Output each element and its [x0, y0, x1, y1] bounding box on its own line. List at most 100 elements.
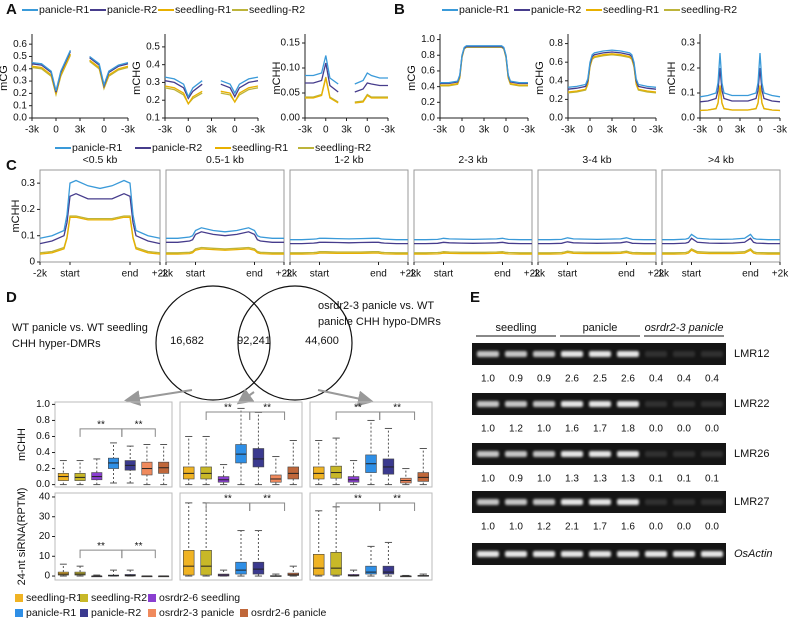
legend-label: panicle-R2: [152, 142, 202, 154]
series-line: [440, 45, 528, 85]
gel-value: 1.6: [621, 522, 635, 533]
x-tick-label: 0: [757, 125, 763, 136]
y-tick-label: 0: [29, 257, 35, 268]
x-tick-label: +2k: [276, 269, 293, 280]
series-line: [440, 46, 528, 87]
series-line: [39, 216, 161, 255]
gel-value: 0.4: [705, 374, 719, 385]
gel-row-label: LMR26: [734, 448, 769, 460]
facet-title: 1-2 kb: [334, 154, 363, 166]
y-tick-label: 1.0: [421, 34, 435, 45]
series-line: [414, 252, 532, 255]
gel-band: [673, 401, 695, 407]
x-tick-label: end: [618, 269, 635, 280]
x-tick-label: end: [742, 269, 759, 280]
panel-label: B: [394, 1, 405, 18]
plot-frame: [413, 169, 533, 263]
x-tick-label: end: [494, 269, 511, 280]
x-tick-label: -3k: [158, 125, 173, 136]
series-line: [538, 241, 656, 245]
x-tick-label: -3k: [521, 125, 536, 136]
y-tick-label: 0.8: [549, 38, 563, 49]
gel-band: [533, 551, 555, 557]
plot-frame: [54, 401, 173, 488]
x-tick-label: end: [246, 269, 263, 280]
series-line: [39, 215, 161, 254]
gel-value: 1.0: [481, 474, 495, 485]
y-tick-label: 0.6: [421, 66, 435, 77]
y-tick-label: 0.6: [36, 431, 50, 442]
gel-value: 1.0: [481, 374, 495, 385]
gel-band: [589, 401, 611, 407]
gel-band: [645, 551, 667, 557]
significance-bracket: [379, 502, 416, 511]
gel-value: 1.2: [537, 522, 551, 533]
gel-band: [617, 451, 639, 457]
series-line: [567, 53, 657, 93]
gel-band: [673, 499, 695, 505]
legend-label: seedling-R2: [91, 592, 147, 604]
box: [252, 561, 265, 575]
series-line: [305, 77, 388, 104]
legend-label: osrdr2-3 panicle: [159, 607, 234, 619]
significance-label: **: [263, 494, 271, 505]
x-tick-label: start: [60, 269, 80, 280]
gel-band: [561, 551, 583, 557]
gel-band: [533, 401, 555, 407]
venn-label: panicle CHH hypo-DMRs: [318, 316, 441, 328]
series-line: [538, 237, 656, 241]
gel-row-label: LMR12: [734, 348, 769, 360]
series-line: [567, 49, 657, 88]
plot-frame: [39, 169, 161, 263]
x-tick-label: 0: [717, 125, 723, 136]
gel-value: 1.7: [593, 424, 607, 435]
x-tick-label: 0: [53, 125, 59, 136]
legend-label: seedling-R1: [26, 592, 82, 604]
x-tick-label: 0: [232, 125, 238, 136]
x-tick-label: -3k: [773, 125, 788, 136]
x-tick-label: 3k: [341, 125, 353, 136]
gel-band: [673, 351, 695, 357]
y-tick-label: 0.3: [13, 76, 27, 87]
x-tick-label: -3k: [433, 125, 448, 136]
gel-band: [589, 551, 611, 557]
significance-label: **: [393, 403, 401, 414]
x-tick-label: start: [682, 269, 702, 280]
panel-label: E: [470, 289, 480, 306]
y-tick-label: 0.2: [13, 88, 27, 99]
gel-group-label: osrdr2-3 panicle: [645, 322, 724, 334]
panel-label: A: [6, 1, 17, 18]
gel-group-label: panicle: [583, 322, 618, 334]
plot-frame: [309, 401, 433, 488]
y-axis-label: mCHG: [131, 61, 143, 95]
y-tick-label: 0.5: [13, 51, 27, 62]
venn-label: osrdr2-3 panicle vs. WT: [318, 300, 434, 312]
y-axis-label: mCHH: [16, 428, 28, 461]
x-tick-label: start: [434, 269, 454, 280]
x-tick-label: 0: [503, 125, 509, 136]
x-tick-label: end: [122, 269, 139, 280]
y-tick-label: 0.4: [549, 75, 563, 86]
arrow: [317, 389, 374, 407]
panel-label: D: [6, 289, 17, 306]
y-axis-label: mCHH: [271, 61, 283, 94]
gel-value: 1.0: [481, 424, 495, 435]
gel-band: [645, 499, 667, 505]
box: [287, 572, 299, 576]
y-tick-label: 0.1: [21, 230, 35, 241]
plot-frame: [54, 492, 173, 581]
y-tick-label: 0.2: [36, 463, 50, 474]
plot-frame: [309, 492, 433, 581]
significance-bracket: [379, 411, 416, 420]
x-tick-label: end: [370, 269, 387, 280]
y-tick-label: 0.1: [146, 113, 160, 124]
gel-row-label: LMR27: [734, 496, 769, 508]
venn-circle: [155, 285, 271, 401]
legend-label: seedling-R1: [175, 4, 231, 16]
y-tick-label: 0.1: [13, 100, 27, 111]
y-tick-label: 0.6: [549, 57, 563, 68]
y-tick-label: 0.4: [13, 63, 27, 74]
significance-label: **: [393, 494, 401, 505]
y-axis-label: mCHH: [10, 199, 22, 232]
series-line: [290, 252, 408, 255]
